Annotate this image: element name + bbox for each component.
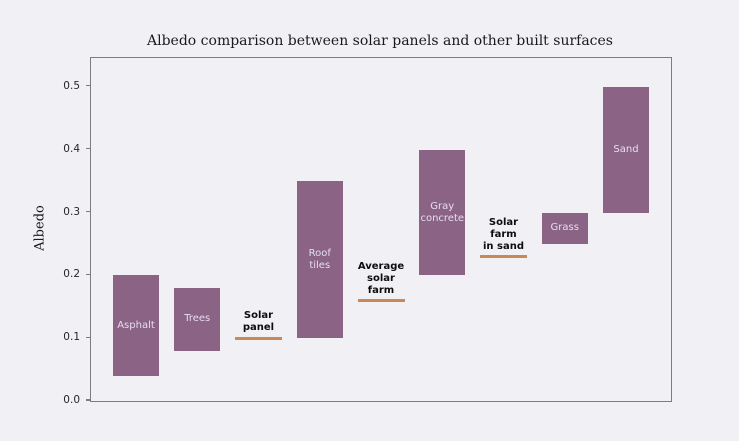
y-tick-mark: [86, 85, 90, 87]
y-tick-mark: [86, 210, 90, 213]
bar-label-trees: Trees: [184, 313, 211, 325]
bar-label-asphalt: Asphalt: [117, 319, 155, 331]
value-line-solar-panel: [235, 336, 282, 340]
y-tick-label: 0.3: [63, 205, 80, 218]
bar-grass: Grass: [541, 212, 588, 244]
bar-sand: Sand: [603, 86, 649, 213]
value-line-average-solar-farm: [357, 298, 405, 302]
bar-label-roof-tiles: Roof tiles: [308, 247, 331, 271]
chart-title: Albedo comparison between solar panels a…: [147, 33, 613, 49]
y-tick-mark: [86, 148, 90, 150]
y-axis-ticks: 0.0 0.1 0.2 0.3 0.4 0.5: [0, 57, 90, 406]
value-label-average-solar-farm: Average solar farm: [357, 260, 405, 296]
y-tick-label: 0.1: [63, 331, 80, 344]
y-tick-label: 0.5: [63, 79, 80, 92]
bar-trees: Trees: [174, 287, 221, 351]
plot-area: Asphalt Trees Solar panel Roof tiles Average so…: [90, 57, 672, 402]
bar-label-grass: Grass: [550, 222, 579, 234]
y-tick-label: 0.2: [63, 268, 80, 281]
bar-roof-tiles: Roof tiles: [296, 181, 343, 339]
y-tick-mark: [86, 399, 90, 401]
y-tick-mark: [86, 336, 90, 338]
value-line-solar-farm-in-sand: [480, 255, 527, 258]
y-tick-mark: [86, 273, 90, 275]
y-tick-label: 0.4: [63, 142, 80, 155]
bar-label-sand: Sand: [613, 143, 639, 155]
bar-asphalt: Asphalt: [113, 275, 159, 376]
value-label-solar-panel: Solar panel: [242, 310, 275, 334]
bar-gray-concrete: Gray concrete: [419, 149, 466, 276]
y-tick-label: 0.0: [63, 394, 80, 406]
bar-label-gray-concrete: Gray concrete: [420, 200, 465, 224]
value-label-solar-farm-in-sand: Solar farm in sand: [482, 216, 524, 252]
